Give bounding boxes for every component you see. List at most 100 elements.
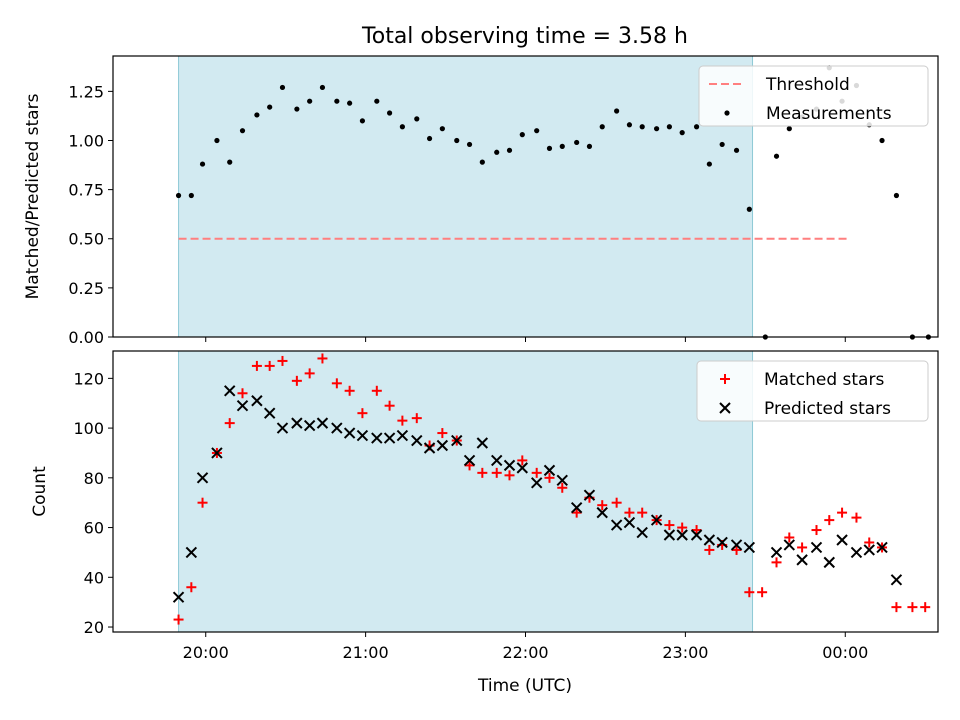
matched-star-point [757,587,768,598]
predicted-star-point [556,474,568,487]
y-tick-label: 80 [84,469,104,488]
measurement-point [188,192,194,199]
measurement-point-zero [762,334,768,340]
predicted-star-point [650,514,663,526]
predicted-star-point [463,454,476,467]
measurement-point-zero [909,334,916,340]
predicted-star-point [676,529,688,541]
predicted-star-point [371,432,383,444]
measurement-point [719,141,725,148]
predicted-star-mark-b [610,519,623,531]
matched-star-point [357,408,368,419]
measurement-point [599,124,605,130]
matched-star-point [437,428,448,439]
x-tick-label: 20:00 [183,643,229,662]
predicted-star-mark-b [796,554,808,566]
predicted-star-mark-b [343,427,356,439]
measurement-point [893,192,900,199]
y-tick-label: 1.00 [68,131,104,150]
predicted-star-point [703,534,716,546]
predicted-star-mark-b [583,489,596,501]
matched-star-point [611,497,622,508]
predicted-star-point [423,442,436,454]
predicted-star-mark-b [703,534,716,546]
predicted-star-point [663,529,676,541]
predicted-star-point [770,546,783,559]
bottom-panel: 20 40 60 80 100 120 Count 20:00 21:00 22:00 23:00 0… [30,350,939,662]
matched-star-point [797,542,808,553]
matched-star-point [331,378,342,389]
predicted-star-point [623,516,636,529]
predicted-star-point [636,526,648,539]
legend-measurement-swatch [724,110,730,116]
predicted-star-mark-b [276,422,289,434]
legend-predicted-swatch-b [719,402,731,414]
predicted-star-point [850,546,863,559]
matched-star-point [691,525,702,536]
y-tick-label: 0.00 [68,328,104,347]
measurement-point [239,128,246,134]
matched-star-point [557,482,568,493]
matched-star-point [920,602,931,613]
predicted-star-mark-b [716,536,728,549]
legend-label: Threshold [765,75,850,95]
measurement-point [199,161,206,167]
measurement-point [319,84,326,91]
predicted-star-point [185,546,198,559]
predicted-star-mark-b [463,454,476,467]
measurement-point [693,124,700,130]
y-tick-label: 100 [73,419,104,438]
predicted-star-mark-b [196,472,209,484]
y-tick-label: 60 [84,519,104,538]
y-tick-label: 1.25 [68,82,104,101]
predicted-star-mark-b [876,541,888,554]
matched-star-point [744,587,755,598]
measurement-point [534,128,540,134]
predicted-star-point [796,554,808,566]
matched-star-point [264,360,275,371]
matched-star-point [186,582,197,593]
measurement-point [426,135,433,142]
predicted-star-point [476,437,489,449]
predicted-star-mark-b [236,400,249,412]
measurement-point [399,124,405,130]
measurement-point-zero [925,334,932,340]
predicted-star-mark-b [676,529,688,541]
predicted-star-mark-b [810,541,823,554]
measurement-point [414,116,420,122]
predicted-star-point [596,506,608,519]
measurement-point [879,137,885,144]
predicted-star-point [236,400,249,412]
measurement-point [654,126,660,132]
matched-star-point [517,455,528,466]
measurement-point [639,124,645,130]
measurement-point [386,110,393,116]
y-tick-label: 0.75 [68,181,104,200]
predicted-star-point [530,477,543,489]
legend-box [698,65,929,127]
matched-star-point [704,544,715,555]
predicted-star-mark-b [423,442,436,454]
predicted-star-mark-b [451,434,463,447]
predicted-star-mark-b [316,417,329,429]
measurement-point [214,137,220,144]
matched-star-point [317,353,328,364]
x-tick-label: 00:00 [822,643,868,662]
predicted-star-mark-b [371,432,383,444]
predicted-star-point [823,556,835,569]
predicted-star-point [356,429,369,442]
measurement-point [374,98,380,104]
predicted-star-mark-b [823,556,835,569]
predicted-star-mark-b [263,407,276,419]
predicted-star-point [451,434,463,447]
x-tick-label: 23:00 [662,643,708,662]
x-tick-label: 22:00 [502,643,548,662]
predicted-star-mark-b [436,439,449,452]
predicted-star-point [291,417,303,429]
measurement-point [506,147,513,153]
predicted-star-point [303,419,316,432]
measurement-point [466,141,473,148]
predicted-star-mark-b [356,429,369,442]
measurement-point [773,153,780,159]
